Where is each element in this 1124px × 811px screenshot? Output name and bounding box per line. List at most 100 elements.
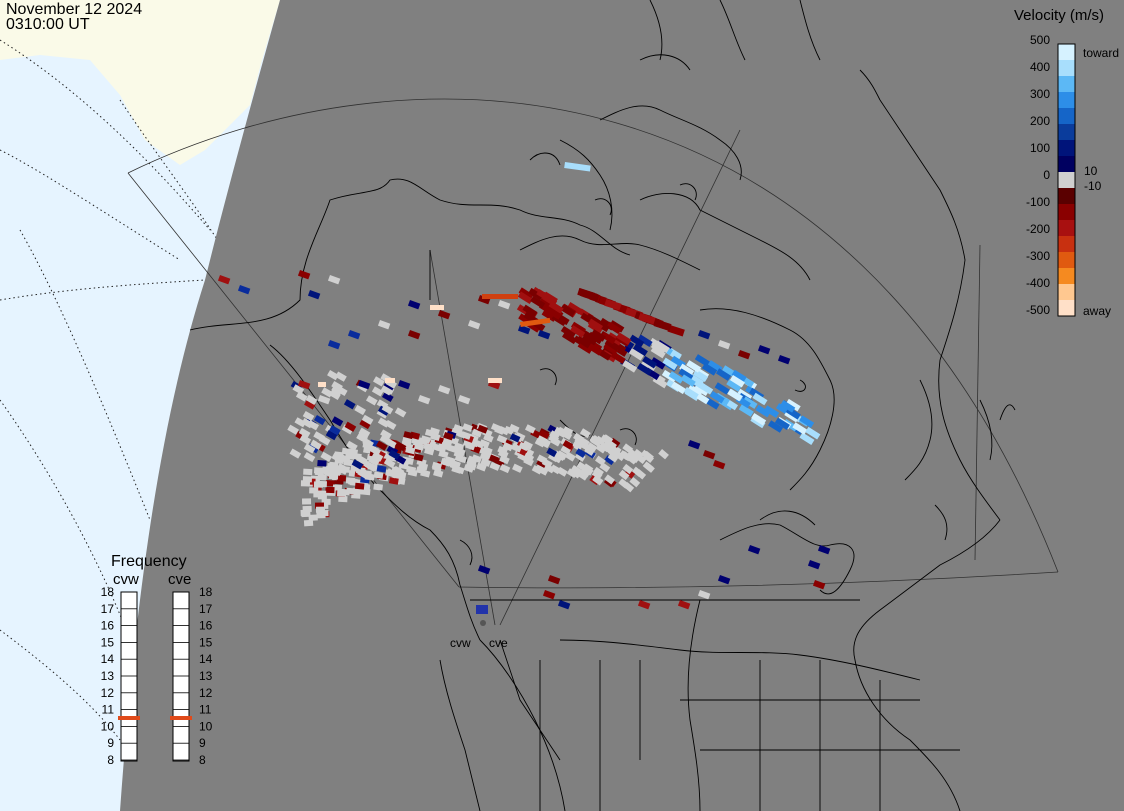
backscatter-cell bbox=[303, 451, 316, 463]
colorbar-segment bbox=[1058, 284, 1075, 301]
backscatter-cell bbox=[403, 457, 414, 465]
backscatter-cell bbox=[729, 374, 745, 388]
velocity-tick-label: -200 bbox=[1026, 222, 1050, 236]
backscatter-cell bbox=[480, 458, 491, 467]
backscatter-cell bbox=[483, 433, 494, 443]
velocity-away-label: away bbox=[1083, 304, 1111, 318]
backscatter-cell bbox=[687, 440, 701, 450]
radar-site-marker bbox=[480, 620, 486, 626]
backscatter-cell bbox=[560, 445, 572, 455]
backscatter-cell bbox=[380, 429, 392, 440]
velocity-tick-labels: 500400300200100100-10-100-200-300-400-50… bbox=[1026, 33, 1102, 317]
backscatter-cell bbox=[616, 332, 632, 345]
backscatter-cell bbox=[317, 490, 327, 497]
backscatter-cell bbox=[384, 419, 397, 431]
backscatter-cell bbox=[335, 371, 347, 382]
backscatter-cell bbox=[407, 300, 421, 310]
backscatter-cell bbox=[570, 325, 586, 338]
backscatter-cell bbox=[354, 482, 365, 490]
backscatter-cell bbox=[622, 360, 638, 373]
backscatter-cell bbox=[546, 447, 558, 458]
backscatter-cell bbox=[329, 425, 341, 436]
backscatter-cell bbox=[757, 345, 771, 355]
backscatter-cell bbox=[377, 320, 391, 330]
backscatter-cell bbox=[697, 590, 711, 600]
backscatter-cell bbox=[499, 464, 511, 474]
backscatter-cell bbox=[336, 464, 349, 475]
backscatter-cell bbox=[536, 289, 552, 302]
backscatter-cell bbox=[562, 439, 574, 450]
backscatter-cell bbox=[368, 456, 380, 467]
backscatter-cell bbox=[638, 312, 656, 325]
backscatter-cell bbox=[318, 382, 326, 387]
backscatter-cell bbox=[331, 384, 343, 395]
backscatter-cell bbox=[622, 463, 634, 475]
backscatter-cell bbox=[338, 453, 351, 465]
backscatter-cell bbox=[437, 310, 451, 320]
backscatter-cell bbox=[528, 287, 544, 301]
backscatter-cell bbox=[325, 429, 338, 441]
backscatter-cell bbox=[650, 342, 666, 355]
backscatter-cell bbox=[549, 430, 561, 440]
colorbar-segment bbox=[1058, 252, 1075, 269]
frequency-level-label: 11 bbox=[102, 703, 115, 717]
backscatter-cell bbox=[302, 410, 315, 422]
backscatter-cell bbox=[432, 443, 443, 452]
backscatter-cell bbox=[394, 407, 407, 418]
frequency-level-label: 12 bbox=[101, 686, 115, 700]
backscatter-cell bbox=[751, 413, 767, 426]
backscatter-cell bbox=[632, 466, 643, 477]
backscatter-cell bbox=[454, 465, 465, 475]
backscatter-cell bbox=[377, 405, 390, 416]
backscatter-cell bbox=[354, 404, 367, 416]
frequency-marker bbox=[118, 716, 140, 720]
frequency-level-label: 9 bbox=[199, 736, 206, 750]
backscatter-cell bbox=[388, 449, 401, 460]
velocity-toward-label: toward bbox=[1083, 46, 1119, 60]
backscatter-cell bbox=[371, 386, 384, 397]
backscatter-cell bbox=[604, 455, 615, 466]
backscatter-cell bbox=[417, 462, 429, 471]
backscatter-cell bbox=[817, 545, 831, 555]
colorbar-segment bbox=[1058, 92, 1075, 109]
backscatter-cell bbox=[622, 443, 634, 454]
backscatter-cell bbox=[310, 439, 322, 450]
backscatter-cell bbox=[709, 390, 725, 404]
colorbar-segment bbox=[1058, 140, 1075, 157]
backscatter-cell bbox=[637, 600, 651, 610]
backscatter-cell bbox=[570, 465, 582, 475]
frequency-level-label: 12 bbox=[199, 686, 213, 700]
backscatter-cell bbox=[431, 461, 443, 471]
backscatter-cell bbox=[477, 294, 491, 305]
backscatter-cell bbox=[792, 422, 808, 435]
frequency-level-label: 17 bbox=[199, 602, 213, 616]
backscatter-cell bbox=[430, 432, 441, 442]
backscatter-cell bbox=[357, 468, 369, 479]
backscatter-cell bbox=[643, 452, 655, 464]
frequency-level-label: 13 bbox=[199, 669, 213, 683]
backscatter-cell bbox=[430, 305, 444, 310]
backscatter-cell bbox=[443, 431, 454, 441]
backscatter-cell bbox=[317, 473, 327, 481]
backscatter-cell bbox=[457, 395, 471, 405]
backscatter-cell bbox=[580, 289, 598, 301]
date-label: November 12 2024 bbox=[6, 1, 143, 18]
backscatter-cell bbox=[328, 461, 339, 469]
backscatter-cell bbox=[313, 481, 324, 488]
frequency-radar-label-cvw: cvw bbox=[113, 571, 139, 588]
backscatter-cell bbox=[686, 360, 702, 373]
velocity-tick-label: 100 bbox=[1030, 141, 1050, 155]
backscatter-cell bbox=[456, 454, 467, 464]
colorbar-segment bbox=[1058, 172, 1075, 189]
backscatter-cell bbox=[338, 495, 348, 503]
frequency-legend-title: Frequency bbox=[111, 553, 187, 570]
colorbar-frame bbox=[1057, 43, 1076, 317]
velocity-tick-label: -100 bbox=[1026, 195, 1050, 209]
backscatter-cell bbox=[548, 301, 564, 314]
backscatter-cell bbox=[714, 382, 730, 395]
backscatter-cell bbox=[564, 162, 591, 172]
backscatter-cell bbox=[298, 427, 311, 439]
radar-backscatter bbox=[217, 162, 831, 610]
backscatter-cell bbox=[618, 478, 630, 489]
frequency-level-label: 16 bbox=[101, 619, 115, 633]
